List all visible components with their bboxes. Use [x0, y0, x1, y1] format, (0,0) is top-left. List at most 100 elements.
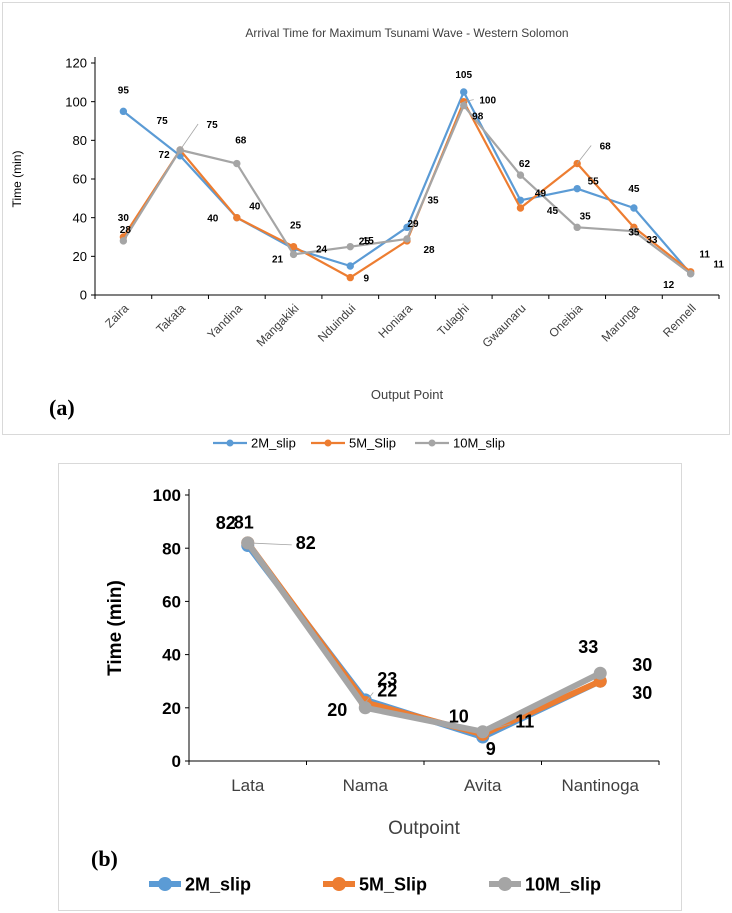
legend-swatch-marker-10M_slip	[498, 877, 512, 891]
data-label: 35	[427, 195, 439, 206]
x-category-label: Zaira	[102, 301, 131, 330]
data-label: 25	[290, 221, 302, 232]
data-label: 105	[455, 70, 472, 81]
legend-swatch-marker-2M_slip	[226, 439, 234, 447]
data-point-2M_slip	[119, 107, 128, 116]
data-label: 95	[118, 85, 130, 96]
data-label: 23	[377, 669, 397, 689]
legend-swatch-marker-5M_Slip	[332, 877, 346, 891]
data-point-2M_slip	[346, 262, 354, 270]
data-label: 25	[359, 237, 371, 248]
data-label: 45	[547, 206, 559, 217]
y-tick-label: 20	[162, 699, 181, 718]
data-label: 22	[377, 680, 397, 700]
data-point-10M_slip	[233, 159, 241, 168]
data-label-leader	[482, 723, 511, 733]
data-label: 82	[216, 513, 236, 533]
y-tick-label: 20	[73, 249, 87, 264]
x-category-label: Marunga	[599, 301, 643, 345]
y-tick-label: 40	[73, 210, 87, 225]
data-point-10M_slip	[593, 666, 607, 680]
data-label: 20	[327, 700, 347, 720]
data-label-leader	[576, 145, 592, 164]
data-label: 29	[407, 219, 419, 230]
chart-b-svg: 0 20 40 60 80 100 Lata Nama Avita Nantinoga Outpoi…	[105, 486, 660, 894]
data-label: 30	[118, 213, 130, 224]
data-label: 28	[120, 225, 132, 236]
data-point-5M_Slip	[346, 273, 354, 282]
legend-label-10M_slip: 10M_slip	[525, 874, 601, 894]
data-label-leader	[463, 99, 474, 103]
data-point-5M_Slip	[516, 204, 525, 212]
data-point-10M_slip	[630, 227, 638, 235]
data-point-10M_slip	[289, 250, 298, 259]
data-point-10M_slip	[358, 701, 372, 715]
y-axis-label: Time (min)	[105, 580, 126, 676]
data-label: 28	[423, 245, 435, 256]
data-label: 40	[249, 202, 261, 213]
data-label: 82	[296, 533, 316, 553]
panel-label-b: (b)	[91, 846, 118, 871]
data-label-leader	[247, 542, 292, 546]
series-line-5M_Slip	[245, 541, 602, 738]
x-category-label: Oneibia	[546, 301, 585, 340]
x-category-label: Gwaunaru	[480, 301, 529, 350]
x-category-label: Nama	[343, 776, 389, 795]
data-label: 68	[600, 142, 612, 153]
data-label: 100	[479, 96, 496, 107]
data-point-5M_Slip	[233, 213, 241, 222]
x-category-label: Tulaghi	[434, 301, 471, 338]
data-label: 35	[580, 211, 592, 222]
x-category-label: Nduindui	[315, 301, 358, 344]
y-tick-label: 100	[65, 94, 87, 109]
data-point-2M_slip	[630, 204, 638, 212]
y-tick-label: 0	[172, 752, 181, 771]
data-point-10M_slip	[119, 237, 128, 245]
data-label: 55	[588, 177, 600, 188]
data-label: 11	[515, 712, 534, 732]
data-label: 68	[235, 136, 247, 147]
data-point-10M_slip	[686, 270, 695, 278]
x-category-label: Rennell	[660, 301, 699, 340]
data-label: 24	[316, 245, 328, 256]
y-tick-label: 60	[73, 172, 87, 187]
y-tick-label: 120	[65, 56, 87, 71]
panel-label-a: (a)	[49, 395, 75, 420]
x-category-label: Lata	[231, 776, 265, 795]
data-label: 62	[519, 159, 531, 170]
data-label: 21	[272, 254, 284, 265]
chart-panel-a: Arrival Time for Maximum Tsunami Wave - …	[2, 2, 730, 451]
data-label: 30	[632, 683, 652, 703]
legend-label-5M_Slip: 5M_Slip	[359, 874, 427, 894]
data-point-2M_slip	[573, 184, 581, 193]
x-category-label: Yandina	[205, 301, 246, 342]
data-label: 33	[578, 637, 598, 657]
chart-a-svg: Arrival Time for Maximum Tsunami Wave - …	[10, 26, 724, 451]
data-point-10M_slip	[516, 171, 525, 179]
data-label: 9	[363, 274, 369, 285]
data-label: 98	[472, 112, 484, 123]
data-label: 11	[713, 260, 724, 271]
data-label: 10	[449, 706, 469, 726]
x-category-label: Mangakiki	[254, 301, 302, 349]
data-label: 33	[646, 235, 658, 246]
legend-swatch-marker-5M_Slip	[324, 439, 332, 447]
data-point-10M_slip	[403, 235, 411, 243]
data-label: 40	[207, 214, 219, 225]
y-tick-label: 60	[162, 593, 181, 612]
y-axis-label: Time (min)	[10, 151, 24, 208]
series-line-10M_slip	[245, 541, 602, 735]
data-label: 72	[159, 150, 171, 161]
legend-label-2M_slip: 2M_slip	[251, 436, 296, 451]
data-point-10M_slip	[573, 223, 581, 232]
data-label: 75	[207, 120, 219, 131]
data-label: 49	[535, 188, 547, 199]
data-label: 81	[234, 513, 254, 533]
legend-label-10M_slip: 10M_slip	[453, 436, 505, 451]
data-label: 12	[663, 280, 675, 291]
legend-swatch-marker-2M_slip	[158, 877, 172, 891]
data-label: 45	[628, 184, 640, 195]
data-label: 35	[628, 227, 640, 238]
legend-label-5M_Slip: 5M_Slip	[349, 436, 396, 451]
x-category-label: Honiara	[376, 301, 416, 341]
